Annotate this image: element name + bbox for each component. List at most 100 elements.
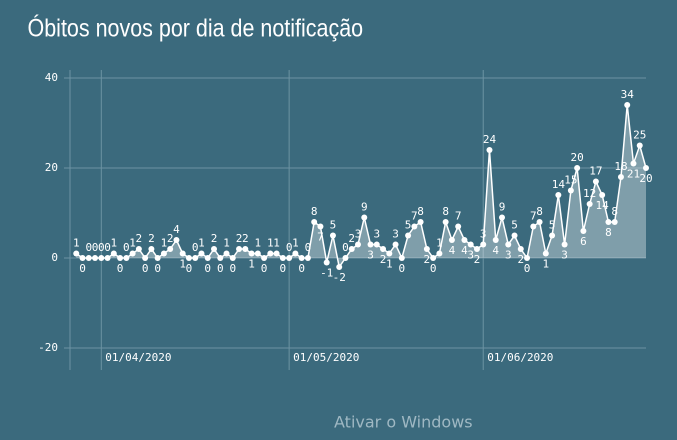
point — [160, 250, 167, 257]
value-label: 0 — [524, 262, 531, 275]
point — [198, 250, 205, 257]
value-label: 2 — [242, 232, 249, 245]
point — [267, 250, 274, 257]
value-label: 5 — [330, 219, 337, 232]
value-label: 8 — [536, 205, 543, 218]
value-label: 0 — [430, 262, 437, 275]
point — [236, 246, 243, 252]
point — [555, 192, 562, 198]
point — [323, 259, 330, 266]
value-label: 1 — [386, 258, 393, 271]
point — [279, 255, 286, 261]
value-label: 3 — [505, 249, 512, 262]
x-tick-label: 01/06/2020 — [487, 351, 553, 364]
value-label: 15 — [564, 174, 577, 187]
value-label: 0 — [261, 262, 268, 275]
value-label: 5 — [405, 219, 412, 232]
value-label: 2 — [136, 232, 143, 245]
point — [173, 237, 180, 243]
value-label: 3 — [355, 228, 362, 241]
point — [304, 255, 311, 261]
value-label: 0 — [192, 241, 199, 254]
value-label: 21 — [627, 168, 640, 181]
point — [355, 241, 361, 248]
value-label: 4 — [461, 244, 468, 257]
value-label: 24 — [483, 133, 497, 146]
point — [574, 165, 581, 171]
value-label: 2 — [167, 232, 174, 245]
point — [311, 219, 318, 225]
point — [442, 219, 449, 225]
value-label: 1 — [436, 237, 443, 250]
value-label: 0 — [142, 262, 149, 275]
point — [92, 255, 99, 261]
point — [185, 255, 192, 261]
value-label: 12 — [583, 187, 596, 200]
value-label: 3 — [467, 249, 474, 262]
point — [549, 232, 556, 239]
point — [461, 237, 468, 243]
value-label: 9 — [499, 201, 506, 214]
value-label: 25 — [633, 129, 646, 142]
chart-title: Óbitos novos por dia de notificação — [28, 14, 364, 42]
point — [386, 250, 393, 257]
point — [455, 223, 462, 230]
point — [192, 255, 199, 261]
value-label: 1 — [73, 237, 80, 250]
point — [336, 264, 343, 270]
point — [392, 241, 399, 248]
value-label: 1 — [292, 237, 299, 250]
value-label: 4 — [449, 244, 456, 257]
value-label: 7 — [530, 210, 537, 223]
point — [624, 102, 631, 108]
value-label: 0 — [117, 262, 124, 275]
point — [217, 255, 224, 261]
value-label: 0 — [399, 262, 406, 275]
point — [599, 192, 606, 198]
point — [148, 246, 155, 252]
point — [298, 255, 305, 261]
value-label: 5 — [549, 219, 556, 232]
value-label: 1 — [273, 237, 280, 250]
point — [286, 255, 293, 261]
value-label: 3 — [373, 228, 380, 241]
point — [98, 255, 105, 261]
value-label: 1 — [179, 258, 186, 271]
point — [129, 250, 136, 257]
point — [123, 255, 130, 261]
point — [167, 246, 174, 252]
point — [373, 241, 380, 248]
point — [517, 246, 524, 252]
value-label: 3 — [367, 249, 374, 262]
value-label: 6 — [580, 235, 587, 248]
value-label: 20 — [639, 172, 652, 185]
point — [242, 246, 249, 252]
point — [73, 250, 80, 257]
value-label: 2 — [236, 232, 243, 245]
point — [261, 255, 268, 261]
value-label: 1 — [267, 237, 274, 250]
y-tick-label: 20 — [45, 161, 58, 174]
point — [110, 250, 117, 257]
value-label: 8 — [311, 205, 318, 218]
value-label: 4 — [492, 244, 499, 257]
point — [611, 219, 618, 225]
point — [367, 241, 374, 248]
point — [85, 255, 92, 261]
value-label: 0 — [98, 241, 105, 254]
point — [292, 250, 299, 257]
value-label: 8 — [442, 205, 449, 218]
point — [492, 237, 499, 243]
point — [317, 223, 324, 230]
value-label: 8 — [611, 205, 618, 218]
point — [411, 223, 418, 230]
point — [536, 219, 543, 225]
point — [630, 160, 637, 167]
point — [436, 250, 443, 257]
value-label: 8 — [605, 226, 612, 239]
point — [117, 255, 124, 261]
point — [617, 174, 624, 180]
value-label: 18 — [614, 160, 627, 173]
value-label: 0 — [229, 262, 236, 275]
